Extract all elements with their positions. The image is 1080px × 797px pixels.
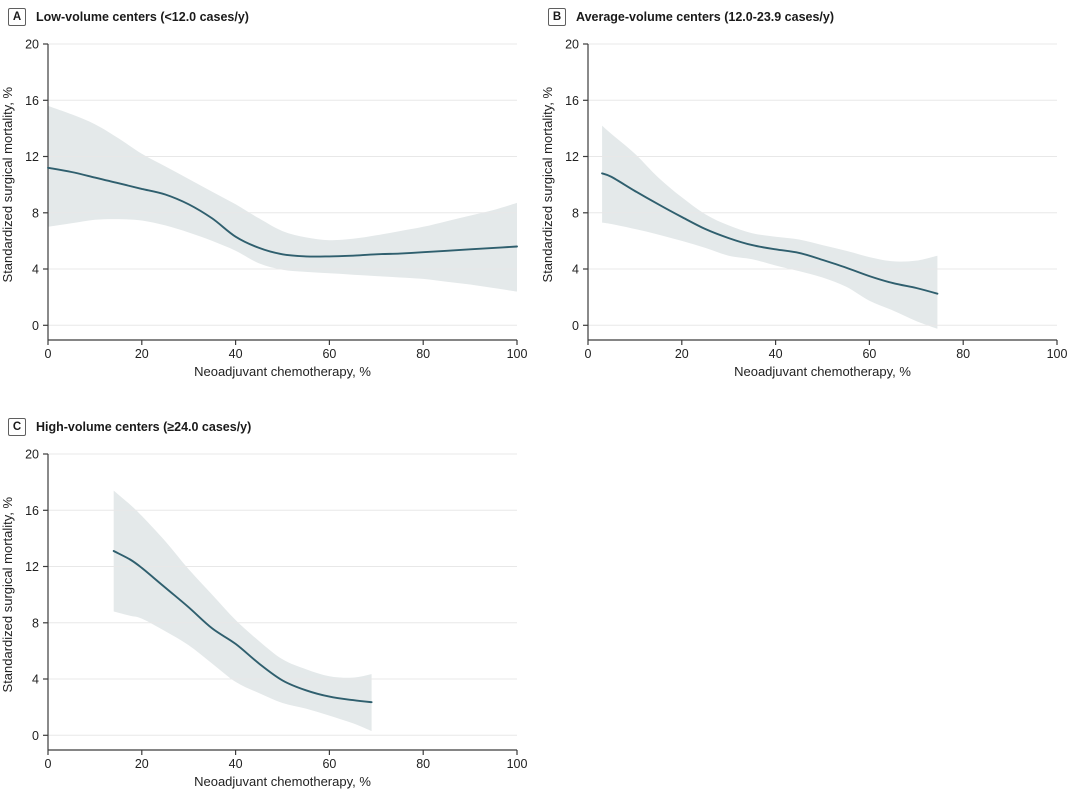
y-tick-label: 0	[32, 729, 39, 743]
panel-c-title: High-volume centers (≥24.0 cases/y)	[36, 420, 252, 434]
x-tick-label: 20	[675, 347, 689, 361]
x-tick-label: 60	[322, 757, 336, 771]
x-tick-label: 60	[862, 347, 876, 361]
y-tick-label: 8	[572, 206, 579, 220]
y-tick-label: 8	[32, 616, 39, 630]
panel-a-title: Low-volume centers (<12.0 cases/y)	[36, 10, 249, 24]
panel-b-label: B	[548, 8, 566, 26]
y-tick-label: 12	[25, 150, 39, 164]
y-tick-label: 8	[32, 206, 39, 220]
x-tick-label: 80	[416, 757, 430, 771]
y-tick-label: 0	[32, 319, 39, 333]
x-tick-label: 20	[135, 347, 149, 361]
x-tick-label: 0	[45, 757, 52, 771]
x-tick-label: 100	[1047, 347, 1068, 361]
panel-b-title: Average-volume centers (12.0-23.9 cases/…	[576, 10, 835, 24]
y-axis-label: Standardized surgical mortality, %	[0, 86, 15, 282]
panel-a-label: A	[8, 8, 26, 26]
panel-c-label: C	[8, 418, 26, 436]
ci-band	[113, 490, 372, 732]
y-tick-label: 20	[565, 38, 579, 52]
panel-b-header: B Average-volume centers (12.0-23.9 case…	[540, 0, 1080, 28]
y-tick-label: 20	[25, 38, 39, 52]
x-tick-label: 60	[322, 347, 336, 361]
ci-band	[48, 105, 517, 292]
y-tick-label: 16	[565, 94, 579, 108]
y-tick-label: 16	[25, 94, 39, 108]
y-tick-label: 0	[572, 319, 579, 333]
panel-c-chart: 0 4 8 12 16 20 0 20 40 60 80 100 Neoadjuvant chemoth…	[0, 448, 528, 790]
y-tick-label: 12	[25, 560, 39, 574]
x-axis-label: Neoadjuvant chemotherapy, %	[734, 364, 911, 379]
panel-b: B Average-volume centers (12.0-23.9 case…	[540, 0, 1080, 395]
y-tick-label: 4	[32, 263, 39, 277]
panel-a-chart: 0 4 8 12 16 20 0 20 40 60 80 100 Neoadjuvant chemoth…	[0, 38, 528, 380]
y-tick-label: 12	[565, 150, 579, 164]
x-tick-label: 100	[507, 347, 528, 361]
x-tick-label: 40	[229, 757, 243, 771]
panel-b-chart: 0 4 8 12 16 20 0 20 40 60 80 100 Neoadjuvant chemoth…	[540, 38, 1068, 380]
y-tick-label: 4	[572, 263, 579, 277]
panel-c-header: C High-volume centers (≥24.0 cases/y)	[0, 410, 540, 438]
x-tick-label: 80	[416, 347, 430, 361]
trend-line	[47, 166, 518, 258]
x-axis-label: Neoadjuvant chemotherapy, %	[194, 774, 371, 789]
y-tick-label: 20	[25, 448, 39, 462]
x-axis-label: Neoadjuvant chemotherapy, %	[194, 364, 371, 379]
trend-line	[601, 172, 939, 295]
x-tick-label: 20	[135, 757, 149, 771]
x-tick-label: 0	[585, 347, 592, 361]
x-tick-label: 40	[229, 347, 243, 361]
x-tick-label: 100	[507, 757, 528, 771]
x-tick-label: 40	[769, 347, 783, 361]
y-tick-label: 4	[32, 673, 39, 687]
ci-band	[602, 125, 938, 329]
panel-c: C High-volume centers (≥24.0 cases/y) 0 4…	[0, 410, 540, 797]
trend-line	[112, 550, 373, 704]
y-tick-label: 16	[25, 504, 39, 518]
x-tick-label: 80	[956, 347, 970, 361]
y-axis-label: Standardized surgical mortality, %	[0, 496, 15, 692]
x-tick-label: 0	[45, 347, 52, 361]
panel-a: A Low-volume centers (<12.0 cases/y) 0 4 8…	[0, 0, 540, 395]
panel-a-header: A Low-volume centers (<12.0 cases/y)	[0, 0, 540, 28]
y-axis-label: Standardized surgical mortality, %	[540, 86, 555, 282]
